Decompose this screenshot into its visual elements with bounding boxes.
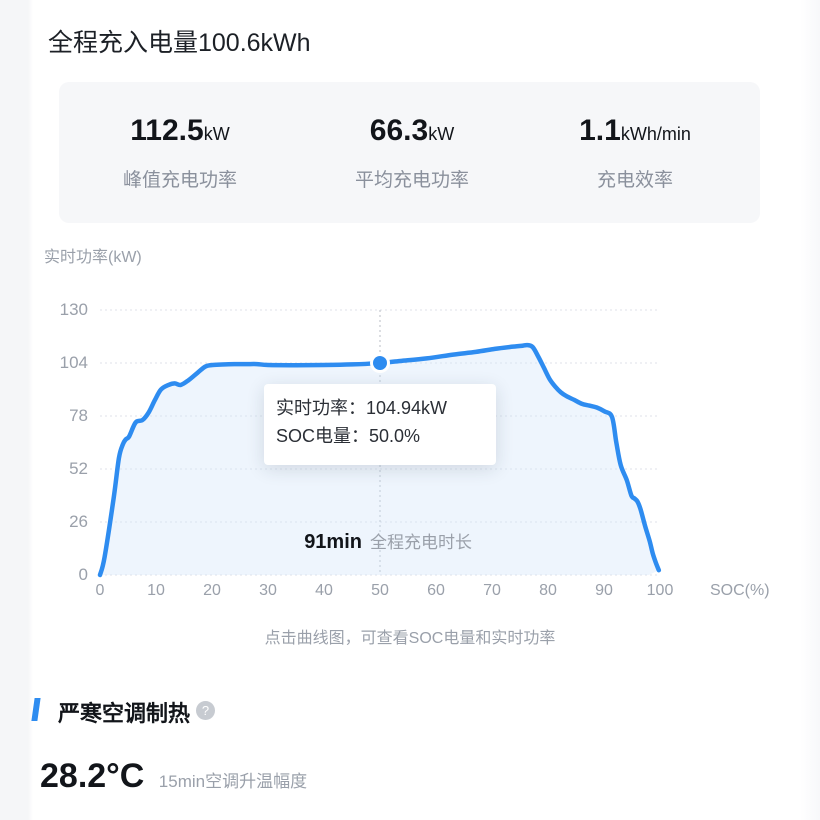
svg-text:0: 0 bbox=[79, 565, 88, 584]
svg-text:50: 50 bbox=[371, 582, 389, 599]
svg-text:全程充电时长: 全程充电时长 bbox=[370, 533, 472, 552]
svg-text:26: 26 bbox=[69, 512, 88, 531]
svg-text:20: 20 bbox=[203, 582, 221, 599]
svg-text:SOC(%): SOC(%) bbox=[710, 582, 770, 599]
svg-text:70: 70 bbox=[483, 582, 501, 599]
svg-text:104: 104 bbox=[60, 353, 88, 372]
svg-text:40: 40 bbox=[315, 582, 333, 599]
svg-text:100: 100 bbox=[647, 582, 674, 599]
svg-text:78: 78 bbox=[69, 406, 88, 425]
svg-text:30: 30 bbox=[259, 582, 277, 599]
svg-text:91min: 91min bbox=[304, 531, 362, 553]
svg-text:80: 80 bbox=[539, 582, 557, 599]
svg-text:0: 0 bbox=[96, 582, 105, 599]
svg-text:60: 60 bbox=[427, 582, 445, 599]
svg-text:52: 52 bbox=[69, 459, 88, 478]
svg-text:130: 130 bbox=[60, 300, 88, 319]
svg-text:90: 90 bbox=[595, 582, 613, 599]
svg-text:10: 10 bbox=[147, 582, 165, 599]
